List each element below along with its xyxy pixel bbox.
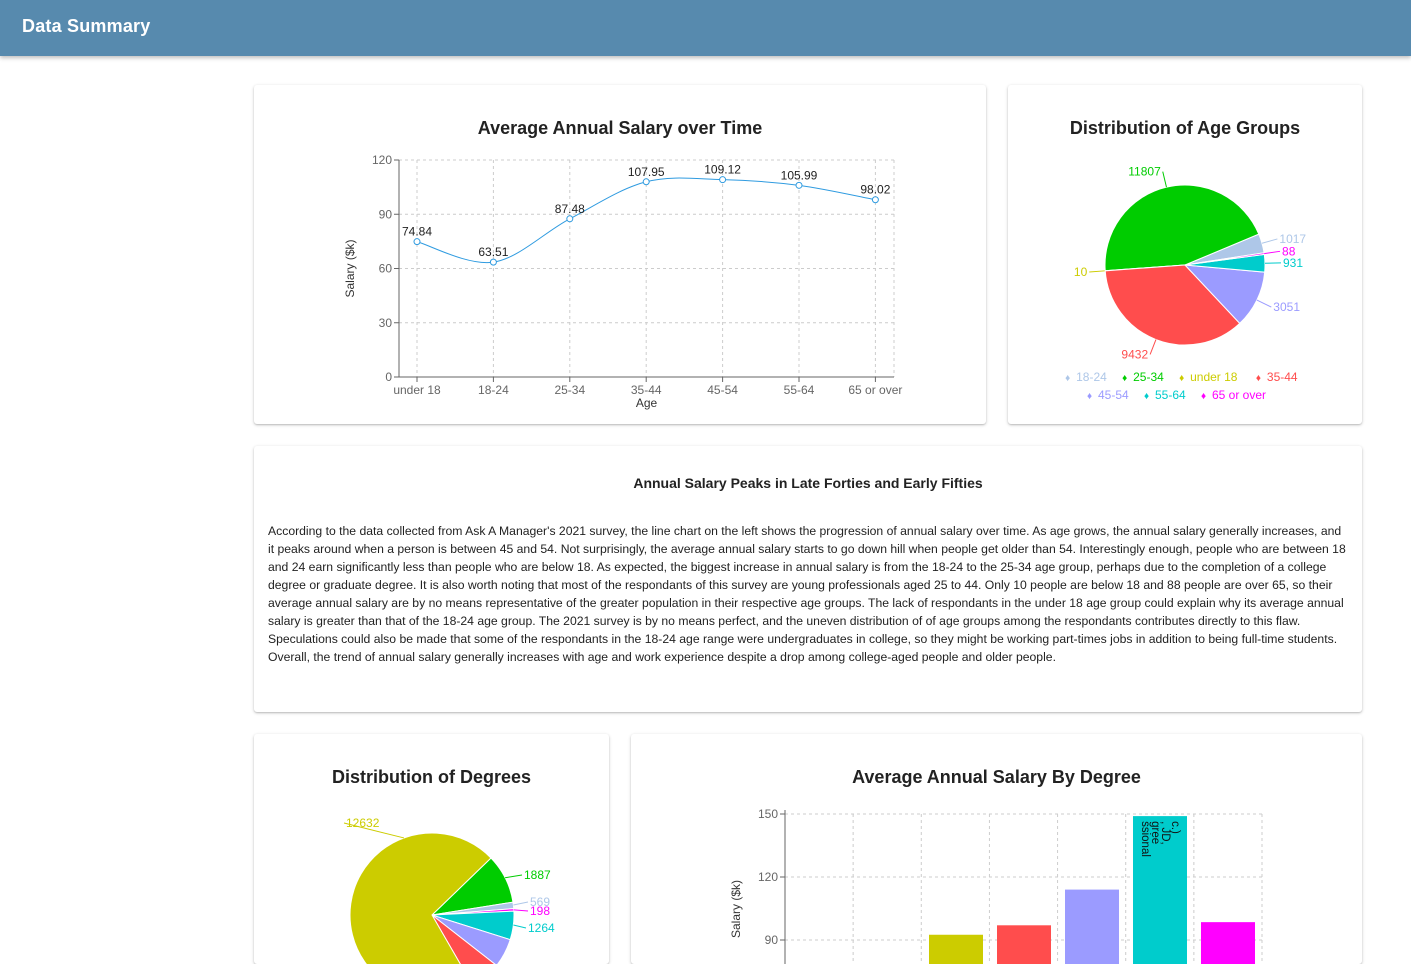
legend-item-label: 18-24 <box>1076 370 1107 384</box>
data-point <box>796 182 802 188</box>
legend-item-label: under 18 <box>1190 370 1238 384</box>
data-point <box>872 197 878 203</box>
legend-marker-icon: ♦ <box>1179 373 1184 384</box>
data-point <box>720 177 726 183</box>
degree-bar <box>1065 890 1119 964</box>
y-tick-label: 60 <box>379 262 393 276</box>
slice-label-line <box>513 925 526 928</box>
data-point <box>490 259 496 265</box>
slice-label-line <box>1264 251 1280 253</box>
degree-bar <box>929 935 983 964</box>
y-axis-label: Salary ($k) <box>729 880 743 938</box>
app-bar: Data Summary <box>0 0 1411 56</box>
data-label: 87.48 <box>555 202 585 216</box>
app-title: Data Summary <box>22 16 150 37</box>
legend-marker-icon: ♦ <box>1144 391 1149 402</box>
data-point <box>567 216 573 222</box>
y-tick-label: 150 <box>758 807 778 821</box>
slice-value-label: 10 <box>1074 265 1088 279</box>
slice-label-line <box>514 910 528 911</box>
y-axis-label: Salary ($k) <box>343 239 357 297</box>
legend-marker-icon: ♦ <box>1087 391 1092 402</box>
legend-item-label: 35-44 <box>1267 370 1298 384</box>
legend-item-label: 65 or over <box>1212 388 1266 402</box>
summary-text: According to the data collected from Ask… <box>268 522 1348 666</box>
y-tick-label: 90 <box>379 207 393 221</box>
slice-label-line <box>1089 271 1105 272</box>
x-tick-label: 25-34 <box>554 383 585 397</box>
y-tick-label: 30 <box>379 316 393 330</box>
slice-label-line <box>1257 300 1271 307</box>
degree-bar <box>997 925 1051 964</box>
slice-value-label: 3051 <box>1273 300 1300 314</box>
summary-card: Annual Salary Peaks in Late Forties and … <box>254 446 1362 712</box>
data-point <box>414 239 420 245</box>
data-label: 105.99 <box>781 168 818 182</box>
slice-label-line <box>1163 172 1167 188</box>
slice-label-line <box>505 875 522 878</box>
slice-value-label: 11807 <box>1128 165 1161 179</box>
slice-label-line <box>1262 239 1277 243</box>
age-pie-chart: 101711807109432305193188♦18-24♦25-34♦und… <box>1008 85 1362 424</box>
slice-label-line <box>1150 340 1156 355</box>
x-tick-label: 55-64 <box>784 383 815 397</box>
legend-marker-icon: ♦ <box>1201 391 1206 402</box>
summary-title: Annual Salary Peaks in Late Forties and … <box>254 475 1362 491</box>
slice-value-label: 88 <box>1282 244 1296 258</box>
slice-label-line <box>513 902 528 905</box>
x-tick-label: 35-44 <box>631 383 662 397</box>
legend-item-label: 25-34 <box>1133 370 1164 384</box>
y-tick-label: 90 <box>765 933 779 947</box>
legend-item-label: 45-54 <box>1098 388 1129 402</box>
legend-marker-icon: ♦ <box>1065 373 1070 384</box>
legend-marker-icon: ♦ <box>1256 373 1261 384</box>
y-tick-label: 120 <box>758 870 778 884</box>
data-label: 98.02 <box>860 183 890 197</box>
x-axis-label: Age <box>636 396 658 410</box>
x-tick-label: 18-24 <box>478 383 509 397</box>
legend-item-label: 55-64 <box>1155 388 1186 402</box>
legend-marker-icon: ♦ <box>1122 373 1127 384</box>
data-label: 74.84 <box>402 225 432 239</box>
slice-value-label: 1887 <box>524 868 551 882</box>
slice-value-label: 12632 <box>346 816 380 830</box>
slice-value-label: 198 <box>530 904 550 918</box>
data-label: 63.51 <box>478 245 508 259</box>
data-point <box>643 179 649 185</box>
degree-bar <box>1201 922 1255 964</box>
x-tick-label: 45-54 <box>707 383 738 397</box>
y-tick-label: 0 <box>385 370 392 384</box>
slice-value-label: 1264 <box>528 921 555 935</box>
x-tick-label: under 18 <box>393 383 441 397</box>
x-tick-label: 65 or over <box>848 383 902 397</box>
data-label: 107.95 <box>628 165 665 179</box>
y-tick-label: 120 <box>372 153 392 167</box>
slice-value-label: 9432 <box>1121 347 1148 361</box>
bar-category-label: c.) <box>1169 821 1181 834</box>
data-label: 109.12 <box>704 163 741 177</box>
salary-line-chart: 0 30 60 90 120 under 18 18-24 25-34 35-44 45-54 55… <box>254 85 986 424</box>
